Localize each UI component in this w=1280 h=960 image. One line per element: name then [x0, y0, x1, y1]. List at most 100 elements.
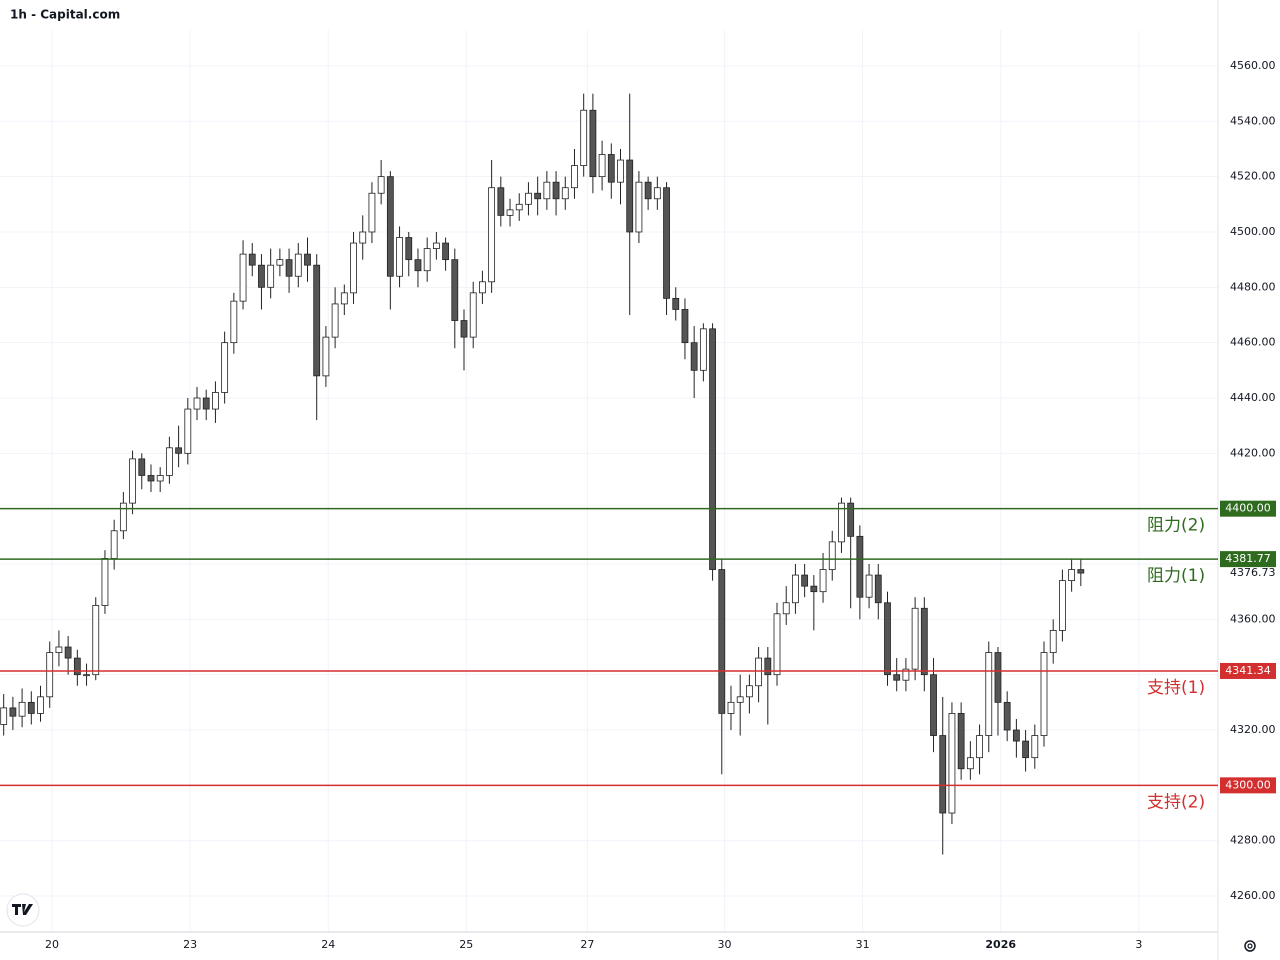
x-tick-label: 3 [1135, 938, 1142, 951]
x-tick-label: 23 [183, 938, 197, 951]
candle-body [939, 735, 947, 814]
candle-body [73, 657, 81, 676]
candle-body [239, 253, 247, 302]
candle-body [460, 320, 468, 338]
candle-body [792, 574, 799, 604]
level-tag-label: 4381.77 [1225, 552, 1271, 565]
candle-body [64, 646, 72, 659]
candle-body [340, 292, 348, 305]
candle-body [865, 574, 873, 598]
candle-body [718, 569, 726, 714]
candle-body [1022, 740, 1029, 759]
candle-body [966, 757, 974, 770]
candle-body [248, 253, 256, 266]
candle-body [1012, 729, 1020, 742]
candle-body [598, 154, 606, 178]
candle-body [258, 264, 265, 288]
y-tick-label: 4280.00 [1230, 834, 1276, 847]
candle-body [561, 187, 569, 200]
y-tick-label: 4480.00 [1230, 280, 1276, 293]
candle-body [55, 646, 63, 653]
candle-body [957, 713, 965, 770]
x-tick-label: 30 [718, 938, 732, 951]
level-tag-label: 4300.00 [1225, 778, 1271, 791]
level-tag-label: 4341.34 [1225, 664, 1271, 677]
candle-body [184, 408, 192, 454]
candle-body [368, 192, 376, 233]
level-tag-label: 4400.00 [1225, 502, 1271, 515]
candle-body [736, 696, 744, 703]
candle-body [571, 165, 578, 189]
candle-body [617, 159, 624, 183]
last-price-label: 4376.73 [1230, 566, 1276, 579]
candle-body [690, 342, 698, 371]
candle-body [386, 176, 394, 277]
candle-body [101, 558, 109, 606]
y-tick-label: 4520.00 [1230, 170, 1276, 183]
y-tick-label: 4320.00 [1230, 723, 1276, 736]
candle-body [672, 297, 680, 310]
candle-body [782, 602, 790, 615]
candle-body [948, 713, 956, 814]
level-name: 阻力(2) [1147, 516, 1205, 536]
candle-body [212, 392, 219, 410]
candle-body [1049, 630, 1057, 653]
y-tick-label: 4440.00 [1230, 391, 1276, 404]
y-tick-label: 4460.00 [1230, 336, 1276, 349]
candle-body [110, 530, 118, 559]
level-name: 支持(2) [1147, 792, 1205, 812]
candle-body [985, 652, 993, 736]
candle-body [27, 701, 35, 714]
candle-body [828, 541, 836, 570]
candle-body [423, 248, 431, 272]
candle-body [994, 652, 1002, 703]
candle-body [506, 209, 514, 216]
candle-body [497, 187, 505, 216]
candle-body [847, 502, 855, 537]
candle-body [0, 707, 8, 725]
candle-body [377, 176, 385, 194]
candle-body [911, 607, 919, 670]
candle-body [976, 735, 983, 759]
candle-body [414, 259, 422, 272]
candle-body [488, 187, 496, 283]
candle-body [294, 253, 302, 277]
candle-body [819, 569, 827, 593]
candle-body [1031, 735, 1039, 759]
candle-body [202, 397, 210, 410]
candle-body [193, 397, 201, 410]
candle-body [709, 328, 716, 570]
candle-body [230, 300, 238, 344]
level-tag [1220, 777, 1276, 794]
settings-icon[interactable] [1244, 940, 1256, 952]
candle-body [1077, 569, 1085, 574]
candle-body [331, 303, 339, 338]
candle-body [552, 181, 560, 200]
y-tick-label: 4540.00 [1230, 114, 1276, 127]
candle-body [322, 336, 330, 377]
candle-body [9, 707, 17, 717]
candle-body [745, 685, 753, 698]
candle-body [359, 231, 367, 244]
candle-body [543, 181, 551, 200]
candle-body [37, 696, 44, 714]
y-tick-label: 4500.00 [1230, 225, 1276, 238]
candle-body [175, 447, 183, 454]
candle-body [1068, 569, 1076, 582]
candle-body [396, 237, 403, 277]
y-tick-label: 4560.00 [1230, 59, 1276, 72]
level-tag [1220, 551, 1276, 568]
logo [6, 893, 40, 927]
x-tick-label: 25 [459, 938, 473, 951]
candle-body [534, 192, 542, 200]
candle-body [46, 652, 54, 698]
x-tick-label: 24 [321, 938, 335, 951]
candle-body [810, 585, 818, 593]
candle-body [1040, 652, 1048, 736]
candle-body [451, 259, 459, 321]
candle-body [902, 668, 910, 681]
level-name: 阻力(1) [1147, 566, 1205, 586]
candle-body [893, 674, 901, 681]
candle-body [874, 574, 882, 604]
